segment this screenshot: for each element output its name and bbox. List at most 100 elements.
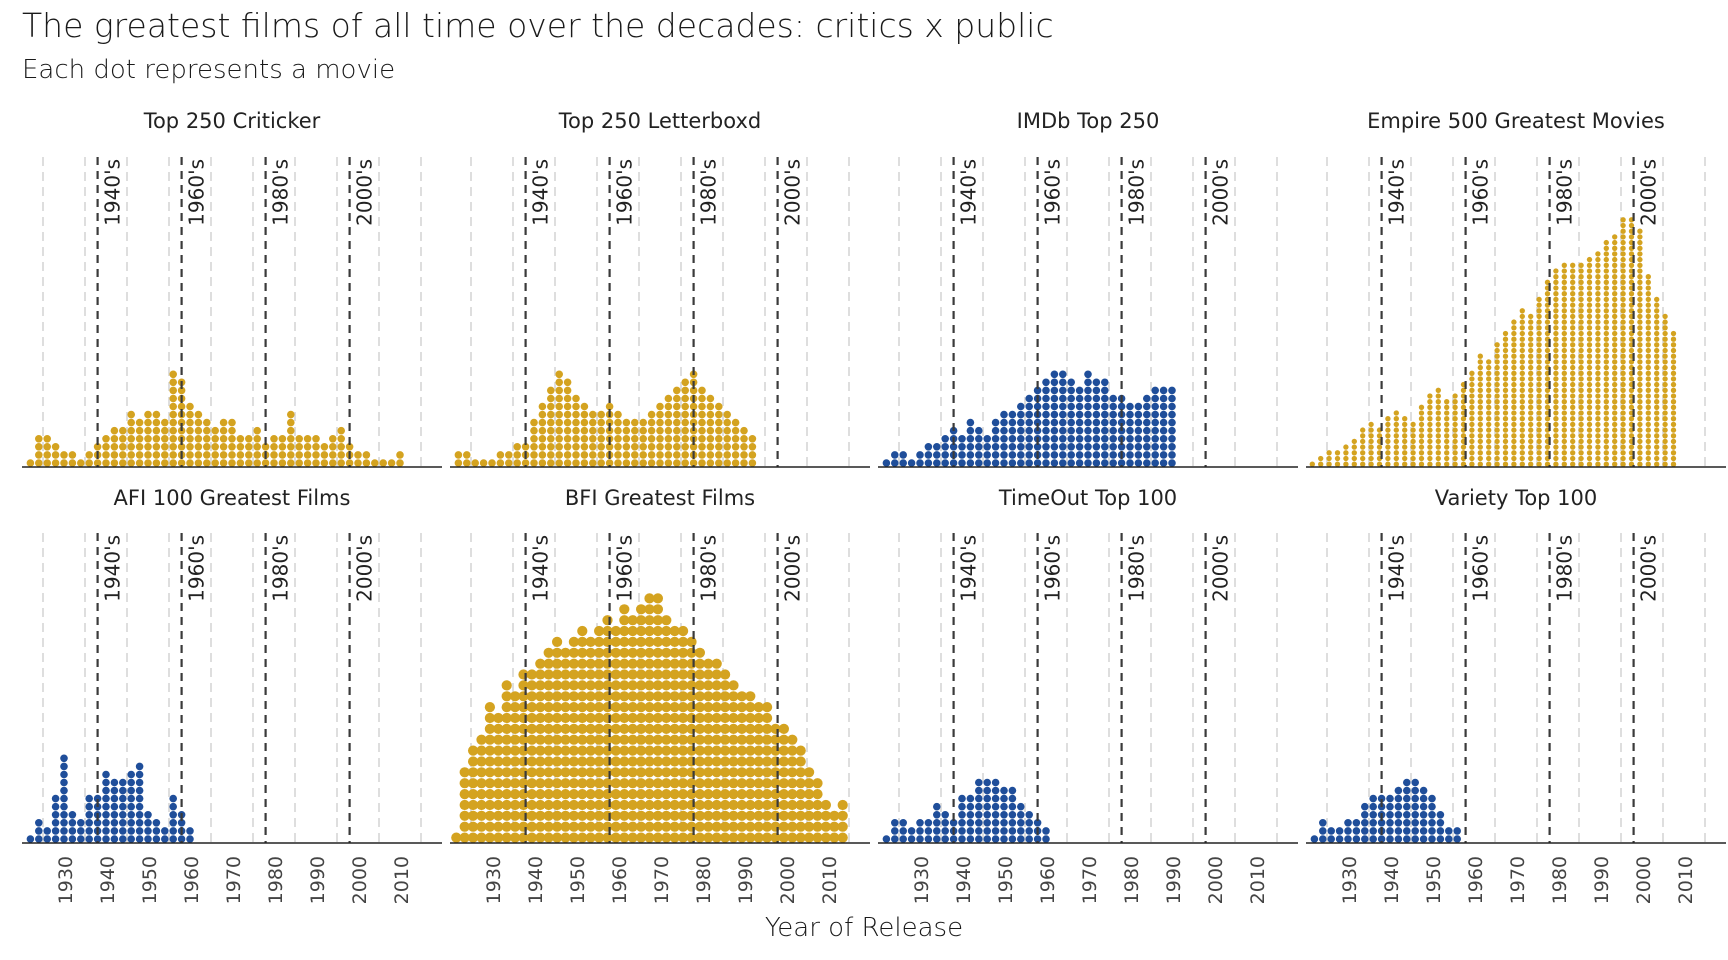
movie-dot (585, 712, 596, 724)
movie-dot (1628, 222, 1635, 229)
movie-dot (219, 418, 228, 427)
movie-dot (85, 451, 93, 459)
movie-dot (1394, 827, 1403, 835)
movie-dot (1419, 794, 1428, 803)
movie-dot (1008, 459, 1017, 467)
movie-dot (635, 767, 647, 778)
movie-dot (1603, 319, 1609, 325)
movie-dot (610, 756, 622, 767)
movie-dot (1025, 459, 1033, 467)
movie-dot (673, 435, 681, 443)
movie-dot (551, 712, 563, 724)
movie-dot (1402, 433, 1408, 439)
movie-dot (689, 386, 698, 395)
movie-dot (526, 701, 538, 713)
movie-dot (1528, 444, 1534, 450)
movie-dot (719, 745, 731, 756)
movie-dot (635, 799, 647, 811)
movie-dot (619, 625, 630, 637)
movie-dot (1519, 347, 1525, 354)
movie-dot (1418, 433, 1425, 439)
movie-dot (619, 821, 630, 832)
movie-dot (509, 788, 521, 800)
movie-dot (1050, 418, 1059, 427)
movie-dot (1075, 426, 1084, 435)
movie-dot (706, 443, 715, 451)
movie-dot (820, 799, 832, 811)
movie-dot (1570, 342, 1576, 348)
movie-dot (812, 799, 823, 811)
movie-dot (1612, 308, 1618, 314)
movie-dot (677, 712, 689, 724)
movie-dot (899, 459, 907, 467)
movie-dot (787, 756, 798, 767)
movie-dot (1159, 394, 1168, 403)
movie-dot (1654, 410, 1660, 416)
movie-dot (644, 745, 655, 756)
movie-dot (1578, 450, 1584, 456)
movie-dot (211, 459, 219, 467)
movie-dot (1586, 455, 1593, 462)
movie-dot (619, 669, 630, 680)
movie-dot (127, 418, 135, 427)
movie-dot (535, 701, 546, 713)
movie-dot (1561, 291, 1567, 297)
movie-dot (1502, 433, 1509, 439)
movie-dot (778, 745, 790, 756)
movie-dot (706, 451, 715, 459)
movie-dot (891, 451, 899, 459)
movie-dot (568, 691, 580, 702)
movie-dot (1536, 444, 1542, 450)
movie-dot (1578, 427, 1584, 433)
movie-dot (681, 386, 689, 395)
movie-dot (1059, 426, 1067, 435)
movie-dot (1654, 342, 1660, 348)
movie-dot (1670, 433, 1677, 439)
movie-dot (698, 426, 706, 435)
movie-dot (1570, 325, 1576, 331)
movie-dot (715, 418, 723, 427)
movie-dot (681, 394, 689, 403)
movie-dot (135, 426, 144, 435)
movie-dot (627, 799, 638, 811)
movie-dot (924, 835, 933, 843)
movie-dot (1084, 459, 1092, 467)
movie-dot (169, 794, 177, 803)
movie-dot (1469, 399, 1475, 405)
movie-dot (748, 451, 757, 459)
movie-dot (51, 794, 60, 803)
movie-dot (535, 810, 546, 821)
decade-label: 1960's (1469, 159, 1493, 226)
movie-dot (1435, 421, 1441, 428)
movie-dot (1101, 426, 1109, 435)
movie-dot (644, 723, 655, 735)
movie-dot (1092, 418, 1101, 427)
movie-dot (169, 402, 177, 411)
movie-dot (1553, 427, 1559, 433)
movie-dot (563, 435, 572, 443)
movie-dot (731, 418, 740, 427)
movie-dot (1637, 393, 1643, 399)
movie-dot (1561, 438, 1567, 445)
movie-dot (278, 443, 287, 451)
movie-dot (560, 832, 571, 843)
movie-dot (983, 827, 991, 835)
movie-dot (119, 786, 127, 795)
movie-dot (1159, 443, 1168, 451)
movie-dot (661, 680, 672, 691)
movie-dot (1403, 827, 1411, 835)
movie-dot (711, 799, 722, 811)
movie-dot (1444, 455, 1450, 462)
movie-dot (983, 811, 991, 819)
movie-dot (1586, 370, 1593, 376)
movie-dot (580, 426, 589, 435)
movie-dot (51, 819, 60, 827)
movie-dot (177, 418, 186, 427)
movie-dot (1386, 835, 1394, 843)
movie-dot (761, 745, 773, 756)
movie-dot (706, 435, 715, 443)
movie-dot (1612, 285, 1618, 291)
movie-dot (711, 691, 722, 702)
movie-dot (484, 810, 496, 821)
movie-dot (723, 426, 731, 435)
